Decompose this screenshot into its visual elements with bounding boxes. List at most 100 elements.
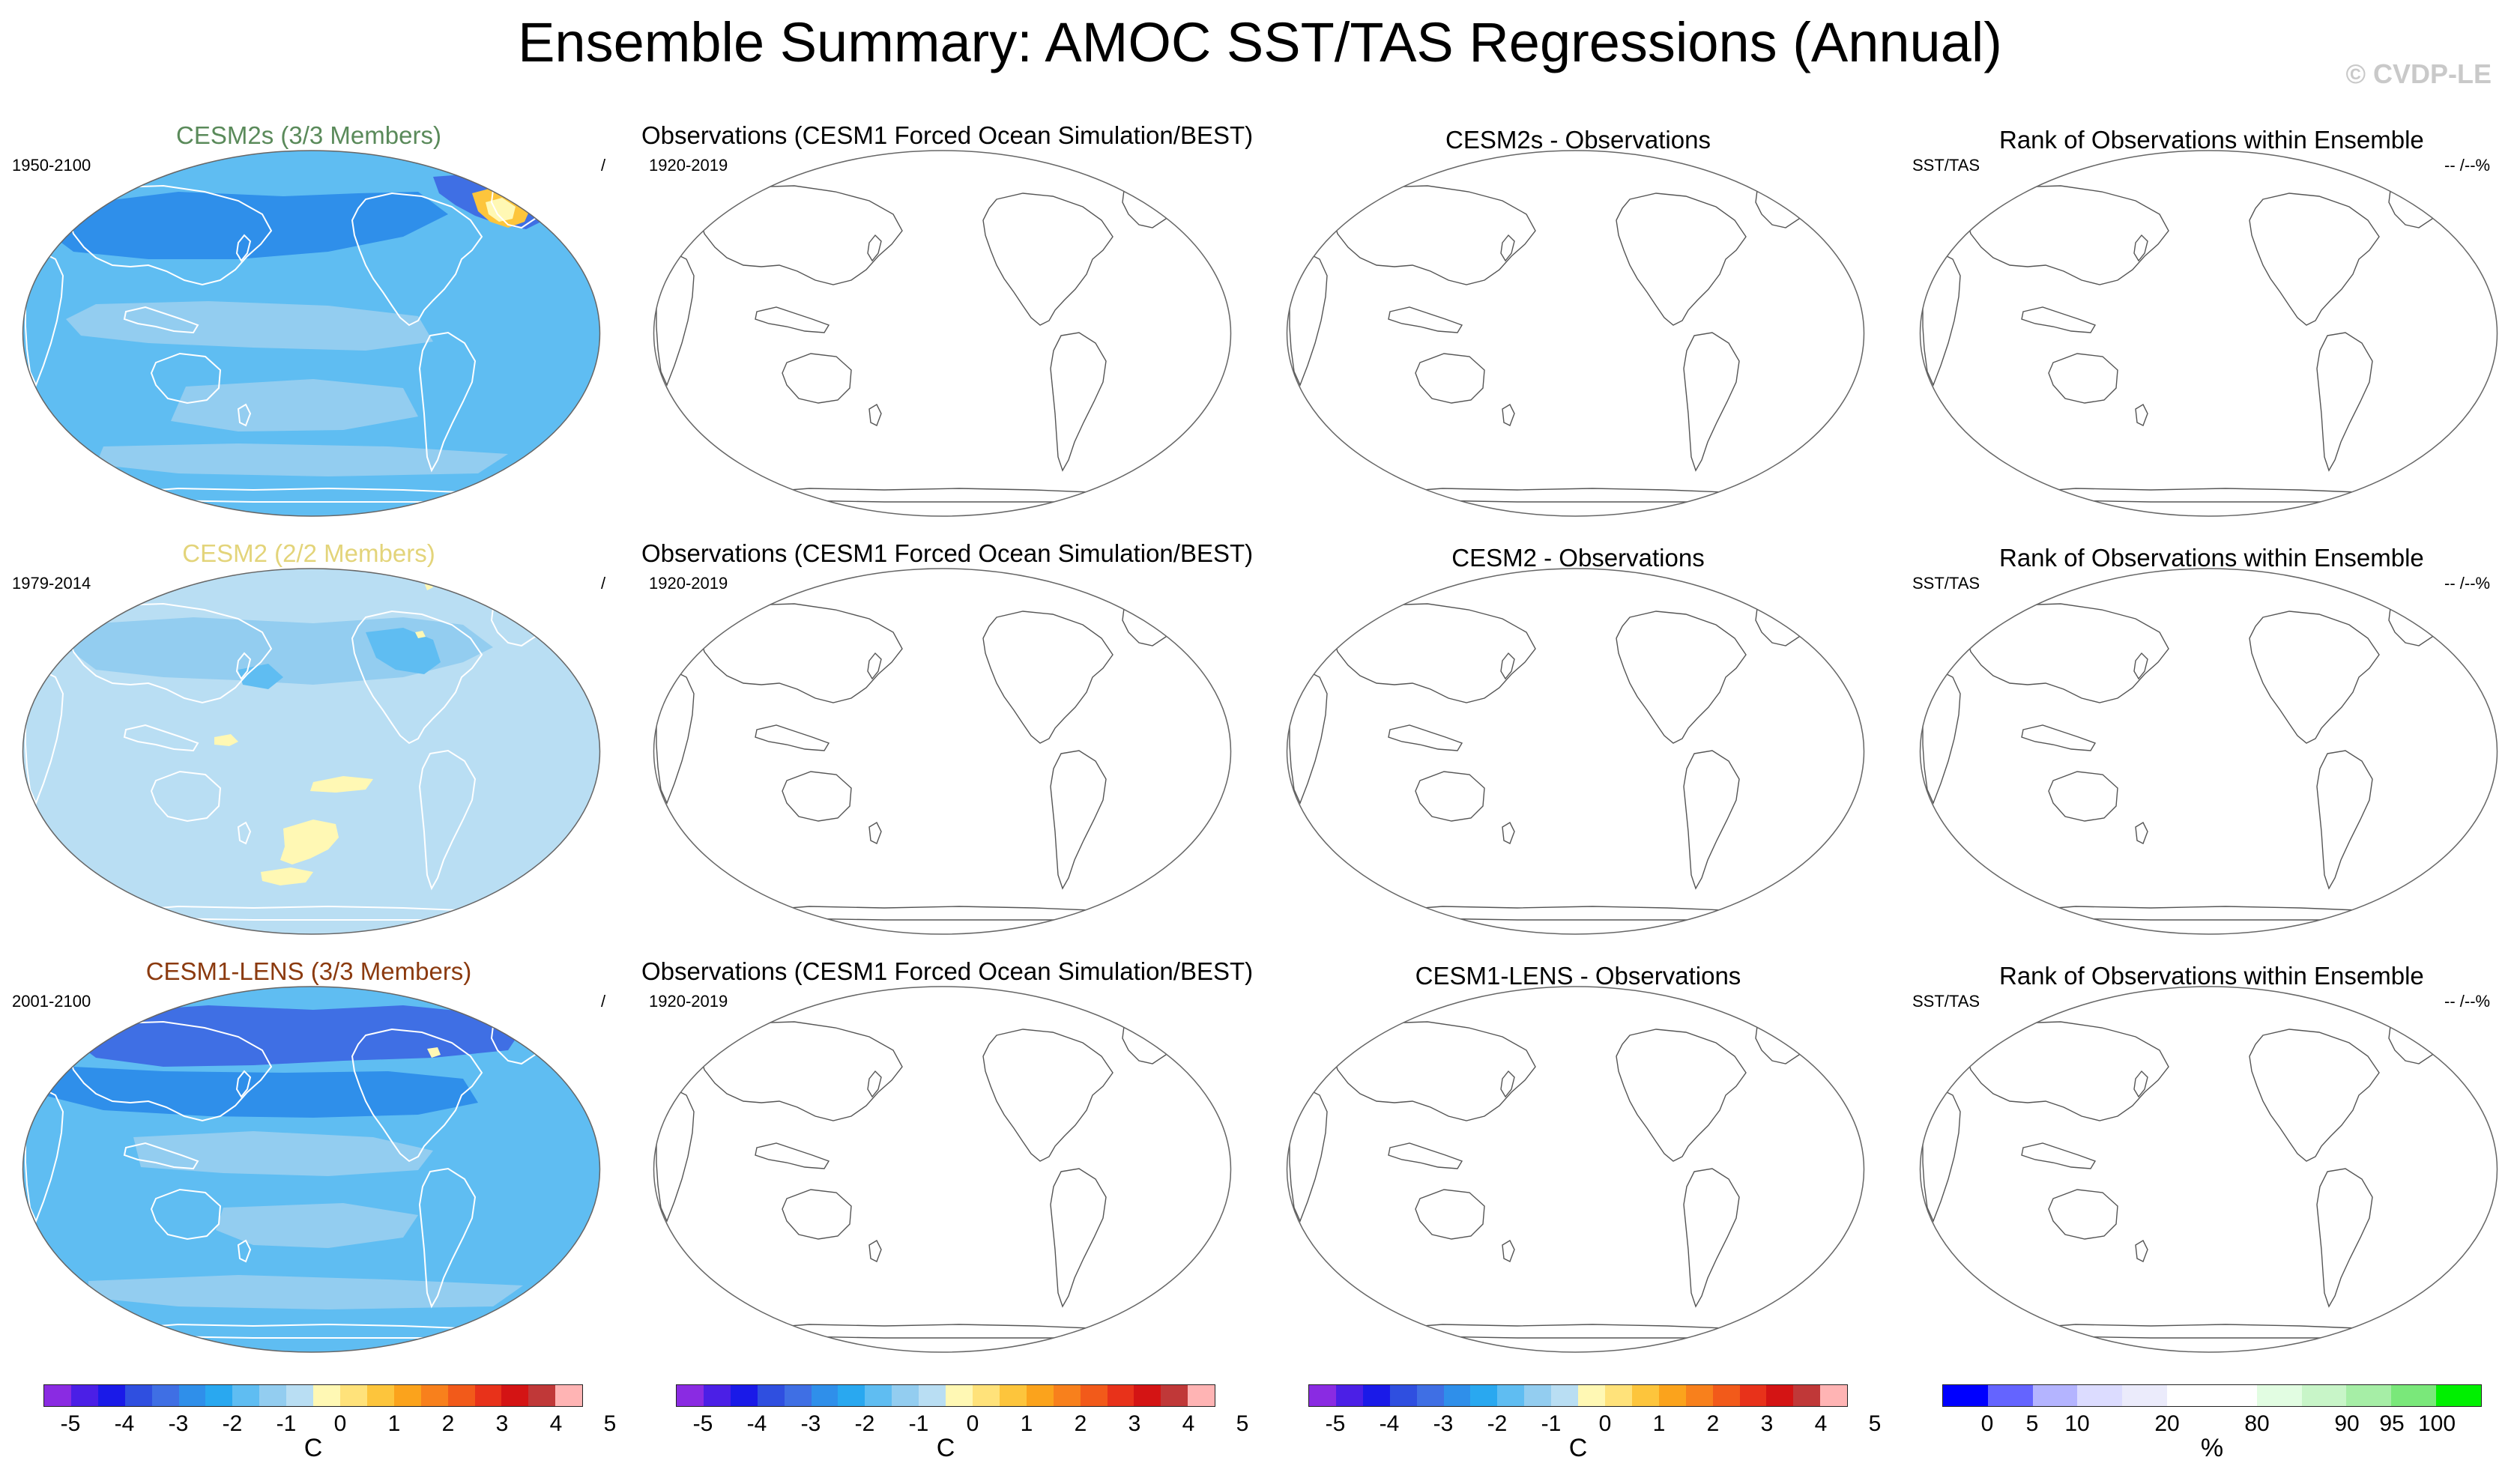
- coastline-europeAfrica: [1289, 670, 1328, 805]
- colorbar-swatch: [677, 1385, 704, 1406]
- obs-panel-title-3: Observations (CESM1 Forced Ocean Simulat…: [641, 957, 1254, 985]
- obs-map-1: [653, 150, 1232, 517]
- model-right-label-2: /: [601, 574, 606, 593]
- coastline-greenland: [2388, 603, 2442, 646]
- coastline-nz: [237, 403, 252, 427]
- coastline-nz: [1502, 822, 1515, 844]
- diff-map-2: [1286, 568, 1865, 935]
- coastline-europeAfrica: [1289, 1088, 1328, 1223]
- coastline-northAmerica: [351, 610, 483, 745]
- coastline-greenland: [1755, 1021, 1809, 1064]
- colorbar-swatches: [1942, 1384, 2482, 1407]
- colorbar-swatch: [811, 1385, 839, 1406]
- colorbar-temp-3: -5 -4 -3 -2 -1 0 1 2 3 4 5 C: [1308, 1384, 1881, 1462]
- colorbar-swatch: [2122, 1385, 2168, 1406]
- coastline-indonesia: [123, 306, 199, 334]
- colorbar-swatches: [1308, 1384, 1848, 1407]
- colorbar-swatch: [1685, 1385, 1713, 1406]
- obs-map-3: [653, 986, 1232, 1353]
- coastline-southAmerica: [2316, 332, 2373, 472]
- map-content: [1922, 1021, 2442, 1339]
- coastline-greenland: [1122, 185, 1176, 228]
- coastline-europeAfrica: [1922, 1088, 1961, 1223]
- coastline-uk: [34, 229, 46, 246]
- colorbar-tick-label: 10: [2064, 1411, 2090, 1436]
- colorbar-swatch: [999, 1385, 1027, 1406]
- colorbar-swatch: [2211, 1385, 2257, 1406]
- anomaly-region: [43, 1065, 478, 1118]
- colorbar-swatch: [1309, 1385, 1336, 1406]
- diff-map-1: [1286, 150, 1865, 517]
- map-content: [656, 603, 1176, 921]
- coastline-australia: [2048, 353, 2118, 404]
- anomaly-region: [88, 1275, 523, 1309]
- model-years-2: 1979-2014: [12, 574, 91, 593]
- colorbar-swatch: [1026, 1385, 1054, 1406]
- obs-years-2: 1920-2019: [649, 574, 728, 593]
- colorbar-tick-label: -2: [854, 1411, 875, 1436]
- colorbar-tick-label: 5: [603, 1411, 617, 1436]
- colorbar-tick-label: -4: [746, 1411, 767, 1436]
- coastline-japan: [2133, 234, 2148, 262]
- colorbar-swatch: [1134, 1385, 1161, 1406]
- coastline-greenland: [1755, 185, 1809, 228]
- coastline-southAmerica: [1683, 1168, 1740, 1308]
- colorbar-swatch: [784, 1385, 812, 1406]
- coastline-nz: [237, 821, 252, 845]
- colorbar-tick-label: 4: [1814, 1411, 1828, 1436]
- colorbar-temp-1: -5 -4 -3 -2 -1 0 1 2 3 4 5 C: [43, 1384, 616, 1462]
- coastline-asia: [699, 603, 903, 703]
- coastline-nz: [2135, 404, 2148, 426]
- coastline-greenland: [2388, 1021, 2442, 1064]
- anomaly-region: [238, 664, 283, 689]
- model-panel-title-1: CESM2s (3/3 Members): [176, 121, 441, 149]
- colorbar-swatch: [2301, 1385, 2347, 1406]
- coastline-uk: [666, 229, 677, 246]
- coastline-australia: [150, 770, 222, 823]
- colorbar-swatch: [972, 1385, 1000, 1406]
- coastline-japan: [867, 1070, 882, 1098]
- colorbar-swatch: [1658, 1385, 1686, 1406]
- colorbar-swatch: [1053, 1385, 1081, 1406]
- colorbar-swatch: [447, 1385, 475, 1406]
- map-frame: [1919, 986, 2498, 1353]
- anomaly-region: [415, 631, 426, 638]
- coastline-australia: [1415, 353, 1485, 404]
- colorbar-swatch: [393, 1385, 421, 1406]
- coastline-australia: [782, 771, 852, 822]
- colorbar-swatch: [2032, 1385, 2078, 1406]
- coastline-australia: [2048, 1189, 2118, 1240]
- colorbar-tick-label: 1: [387, 1411, 401, 1436]
- colorbar-tick-label: 1: [1020, 1411, 1033, 1436]
- map-frame: [1919, 150, 2498, 517]
- coastline-australia: [1415, 771, 1485, 822]
- rank-right-label-1: -- /--%: [2444, 156, 2491, 175]
- colorbar-tick-label: -1: [908, 1411, 929, 1436]
- coastline-asia: [699, 185, 903, 285]
- coastline-europeAfrica: [1922, 252, 1961, 387]
- map-content: [1289, 185, 1809, 503]
- rank-map-1: [1919, 150, 2498, 517]
- colorbar-tick-label: 95: [2379, 1411, 2405, 1436]
- colorbar-swatch: [259, 1385, 287, 1406]
- anomaly-region: [43, 192, 448, 259]
- map-frame: [22, 568, 601, 935]
- rank-map-3: [1919, 986, 2498, 1353]
- colorbar-tick-label: -3: [800, 1411, 821, 1436]
- colorbar-swatch: [1739, 1385, 1767, 1406]
- model-map-1: [22, 150, 601, 517]
- coastline-southAmerica: [418, 331, 477, 473]
- map-frame: [653, 150, 1232, 517]
- coastline-nz: [868, 822, 882, 844]
- colorbar-swatches: [676, 1384, 1215, 1407]
- coastline-nz: [868, 1240, 882, 1262]
- colorbar-swatch: [555, 1385, 583, 1406]
- obs-map-2: [653, 568, 1232, 935]
- coastline-northAmerica: [982, 611, 1114, 744]
- colorbar-unit: C: [303, 1434, 323, 1462]
- colorbar-swatch: [205, 1385, 233, 1406]
- colorbar-swatch: [97, 1385, 125, 1406]
- rank-left-label-1: SST/TAS: [1912, 156, 1980, 175]
- coastline-asia: [1965, 1021, 2169, 1121]
- rank-left-label-3: SST/TAS: [1912, 992, 1980, 1011]
